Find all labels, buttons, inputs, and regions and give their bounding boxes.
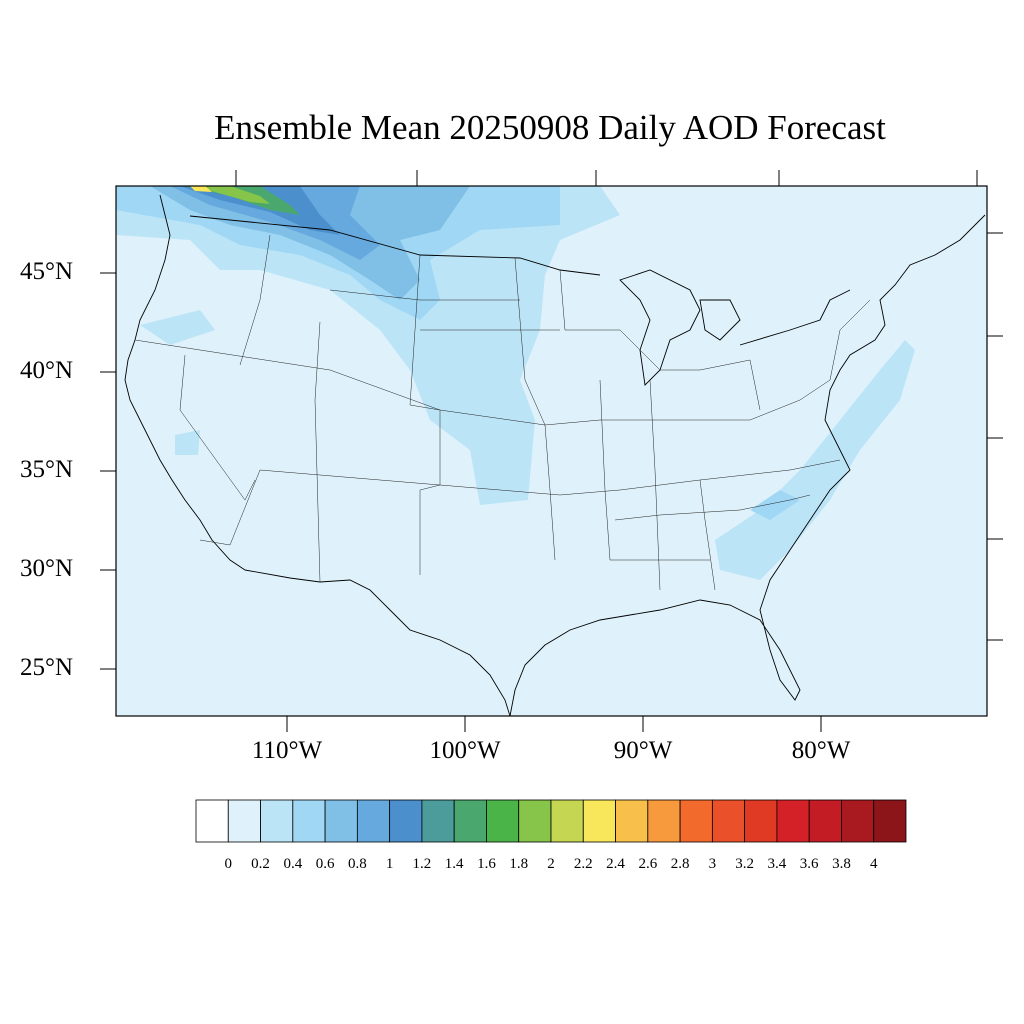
colorbar-tick-label: 1.4 — [444, 856, 464, 872]
lat-label-45: 45°N — [20, 258, 74, 285]
lon-label-90: 90°W — [613, 737, 673, 764]
colorbar-swatch — [389, 799, 423, 843]
colorbar-tick-label: 3 — [708, 856, 717, 872]
colorbar-swatch — [421, 799, 455, 843]
colorbar-tick-label: 2.2 — [573, 856, 593, 872]
colorbar-tick-label: 3.2 — [735, 856, 754, 872]
colorbar-tick-label: 1.6 — [477, 856, 496, 872]
colorbar-swatch — [744, 799, 778, 843]
colorbar-tick-label: 2.4 — [606, 856, 625, 872]
colorbar-tick-label: 1.2 — [412, 856, 432, 872]
map-title: Ensemble Mean 20250908 Daily AOD Forecas… — [214, 108, 886, 147]
aod-layer-0.2 — [116, 186, 915, 580]
colorbar-tick-label: 1 — [385, 856, 394, 872]
colorbar-swatch — [195, 799, 229, 843]
lon-label-80: 80°W — [791, 737, 851, 764]
colorbar-tick-label: 3.4 — [767, 856, 787, 872]
colorbar-tick-label: 4 — [869, 856, 878, 872]
lat-label-30: 30°N — [20, 555, 74, 582]
colorbar — [195, 799, 907, 843]
lon-label-110: 110°W — [251, 737, 323, 764]
coastline-and-borders — [124, 194, 986, 717]
aod-layer-2.4 — [190, 186, 212, 192]
colorbar-swatch — [776, 799, 810, 843]
colorbar-swatch — [711, 799, 746, 843]
map-ticks — [100, 170, 1003, 732]
aod-layer-0.8 — [170, 186, 380, 260]
aod-layer-1.4 — [185, 186, 300, 215]
colorbar-swatch — [227, 799, 261, 843]
colorbar-swatch — [647, 799, 681, 843]
colorbar-tick-label: 0 — [224, 856, 233, 872]
colorbar-swatch — [841, 799, 875, 843]
colorbar-swatch — [324, 799, 358, 843]
colorbar-tick-label: 0.6 — [315, 856, 335, 872]
colorbar-swatch — [453, 799, 487, 843]
colorbar-tick-label: 0.4 — [283, 856, 303, 872]
colorbar-tick-label: 2 — [547, 856, 555, 872]
colorbar-tick-label: 2.8 — [670, 856, 690, 872]
map-frame — [115, 185, 988, 717]
colorbar-swatch — [615, 799, 649, 843]
colorbar-swatch — [486, 799, 520, 843]
aod-layer-2 — [195, 186, 270, 204]
colorbar-swatch — [550, 799, 584, 843]
colorbar-swatch — [518, 799, 552, 843]
lon-label-100: 100°W — [429, 737, 501, 764]
colorbar-swatch — [292, 799, 326, 843]
aod-layer-1 — [180, 186, 340, 235]
colorbar-swatch — [260, 799, 294, 843]
colorbar-tick-label: 0.2 — [251, 856, 270, 872]
colorbar-tick-label: 0.8 — [347, 856, 367, 872]
colorbar-tick-label: 1.8 — [509, 856, 529, 872]
colorbar-tick-label: 3.8 — [832, 856, 851, 872]
colorbar-tick-label: 2.6 — [638, 856, 658, 872]
colorbar-swatch — [582, 799, 616, 843]
colorbar-tick-label: 3.6 — [799, 856, 819, 872]
lat-label-25: 25°N — [20, 654, 74, 681]
colorbar-swatch — [808, 799, 842, 843]
aod-layer-0.6 — [150, 186, 470, 300]
colorbar-swatch — [679, 799, 713, 843]
lat-label-35: 35°N — [20, 456, 74, 483]
colorbar-swatch — [873, 799, 907, 843]
state-borders — [134, 234, 871, 591]
lat-label-40: 40°N — [20, 357, 74, 384]
colorbar-swatch — [356, 799, 391, 843]
